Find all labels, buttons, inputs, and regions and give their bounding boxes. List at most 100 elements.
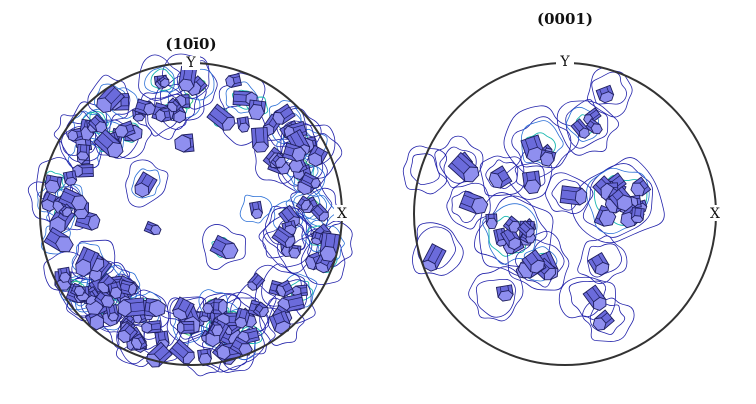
contour-line bbox=[254, 138, 303, 184]
crystal-glyph bbox=[517, 220, 535, 238]
crystal-glyph bbox=[247, 272, 266, 291]
contour-line bbox=[582, 297, 635, 342]
crystal-glyph bbox=[295, 195, 311, 211]
crystal-glyph bbox=[582, 284, 607, 311]
contour-line bbox=[571, 157, 665, 244]
crystal-glyph bbox=[76, 143, 91, 161]
crystal-glyph bbox=[587, 251, 610, 276]
contour-line bbox=[566, 106, 600, 142]
crystal-glyph bbox=[310, 231, 325, 246]
contour-line bbox=[565, 98, 609, 149]
crystal-glyph bbox=[521, 170, 542, 195]
crystal-glyph bbox=[277, 293, 305, 313]
crystal-glyph bbox=[288, 244, 302, 259]
contour-line bbox=[545, 172, 594, 215]
contour-line bbox=[125, 159, 169, 208]
contour-line bbox=[475, 278, 516, 318]
crystal-glyph bbox=[271, 225, 296, 249]
crystal-glyph bbox=[96, 83, 125, 113]
crystal-glyph bbox=[500, 225, 522, 251]
crystal-glyph bbox=[276, 279, 295, 298]
contour-line bbox=[297, 187, 344, 238]
crystal-glyph bbox=[117, 297, 146, 318]
crystal-glyph bbox=[67, 127, 84, 142]
crystal-glyph bbox=[134, 98, 156, 116]
crystal-glyph bbox=[141, 320, 162, 334]
contour-line bbox=[582, 163, 654, 238]
crystal-glyph bbox=[310, 202, 329, 222]
crystal-glyph bbox=[206, 103, 236, 131]
contour-line bbox=[446, 182, 491, 230]
crystal-glyph bbox=[488, 165, 513, 189]
crystal-glyph bbox=[176, 320, 195, 335]
crystal-glyph bbox=[234, 307, 251, 329]
crystal-glyph bbox=[520, 134, 545, 163]
crystal-glyph bbox=[308, 144, 329, 167]
contour-line bbox=[138, 54, 187, 101]
crystal-glyph bbox=[592, 309, 615, 331]
contour-line bbox=[42, 186, 89, 231]
crystal-glyph bbox=[69, 282, 86, 297]
crystal-glyph bbox=[43, 226, 74, 253]
crystal-glyph bbox=[57, 266, 71, 283]
contour-line bbox=[53, 111, 98, 156]
axis-label-y-left: Y bbox=[185, 55, 196, 71]
contour-line bbox=[587, 243, 623, 278]
crystal-glyph bbox=[236, 116, 250, 133]
crystal-glyph bbox=[521, 249, 545, 274]
crystal-glyph bbox=[447, 151, 480, 183]
crystal-glyph bbox=[62, 170, 78, 186]
contour-line bbox=[410, 153, 440, 186]
crystal-glyph bbox=[93, 288, 115, 308]
crystal-glyph bbox=[143, 297, 166, 318]
crystal-glyph bbox=[114, 120, 136, 138]
axis-label-x-right: X bbox=[710, 206, 720, 222]
contour-line bbox=[246, 96, 269, 118]
crystal-glyph bbox=[249, 200, 263, 220]
crystal-glyph bbox=[300, 171, 321, 189]
pole-circle-right bbox=[413, 62, 717, 366]
contour-line bbox=[176, 60, 218, 110]
contour-line bbox=[412, 222, 464, 276]
crystal-glyph bbox=[58, 187, 88, 211]
crystal-glyph bbox=[570, 118, 590, 139]
contour-line bbox=[150, 68, 175, 91]
crystal-glyph bbox=[485, 213, 498, 230]
crystal-glyph bbox=[282, 142, 307, 162]
crystal-glyph bbox=[630, 176, 652, 197]
pole-title-right: (0001) bbox=[537, 10, 593, 28]
contour-line bbox=[131, 168, 161, 199]
crystal-glyph bbox=[608, 186, 633, 212]
crystal-glyph bbox=[248, 99, 267, 121]
contour-line bbox=[511, 116, 572, 169]
pole-figure-right: (0001) Y X bbox=[402, 10, 722, 366]
pole-figure-left: (10ī0) Y X bbox=[27, 35, 353, 377]
contour-line bbox=[416, 226, 456, 269]
crystal-glyph bbox=[105, 303, 119, 322]
crystal-glyph bbox=[58, 203, 73, 218]
crystal-glyph bbox=[225, 73, 243, 88]
contour-line bbox=[202, 224, 247, 270]
crystal-glyphs-right bbox=[422, 84, 652, 331]
contour-line bbox=[589, 303, 626, 335]
crystal-glyph bbox=[197, 348, 212, 367]
crystal-glyph bbox=[272, 103, 296, 125]
crystal-glyph bbox=[207, 320, 224, 337]
contour-line bbox=[144, 66, 175, 93]
crystal-glyph bbox=[72, 164, 94, 178]
pole-title-left: (10ī0) bbox=[165, 35, 216, 53]
crystal-glyph bbox=[630, 207, 645, 224]
axis-label-x-left: X bbox=[337, 206, 347, 222]
crystal-glyph bbox=[134, 171, 158, 198]
contour-line bbox=[315, 225, 345, 261]
crystal-glyph bbox=[93, 128, 124, 159]
crystal-glyph bbox=[252, 301, 269, 318]
crystal-glyph bbox=[168, 338, 195, 365]
crystal-glyph bbox=[319, 232, 341, 262]
crystal-glyph bbox=[212, 298, 228, 315]
crystal-glyph bbox=[198, 310, 211, 323]
contour-line bbox=[239, 194, 273, 224]
crystal-glyph bbox=[495, 284, 514, 302]
crystal-glyph bbox=[156, 74, 170, 88]
